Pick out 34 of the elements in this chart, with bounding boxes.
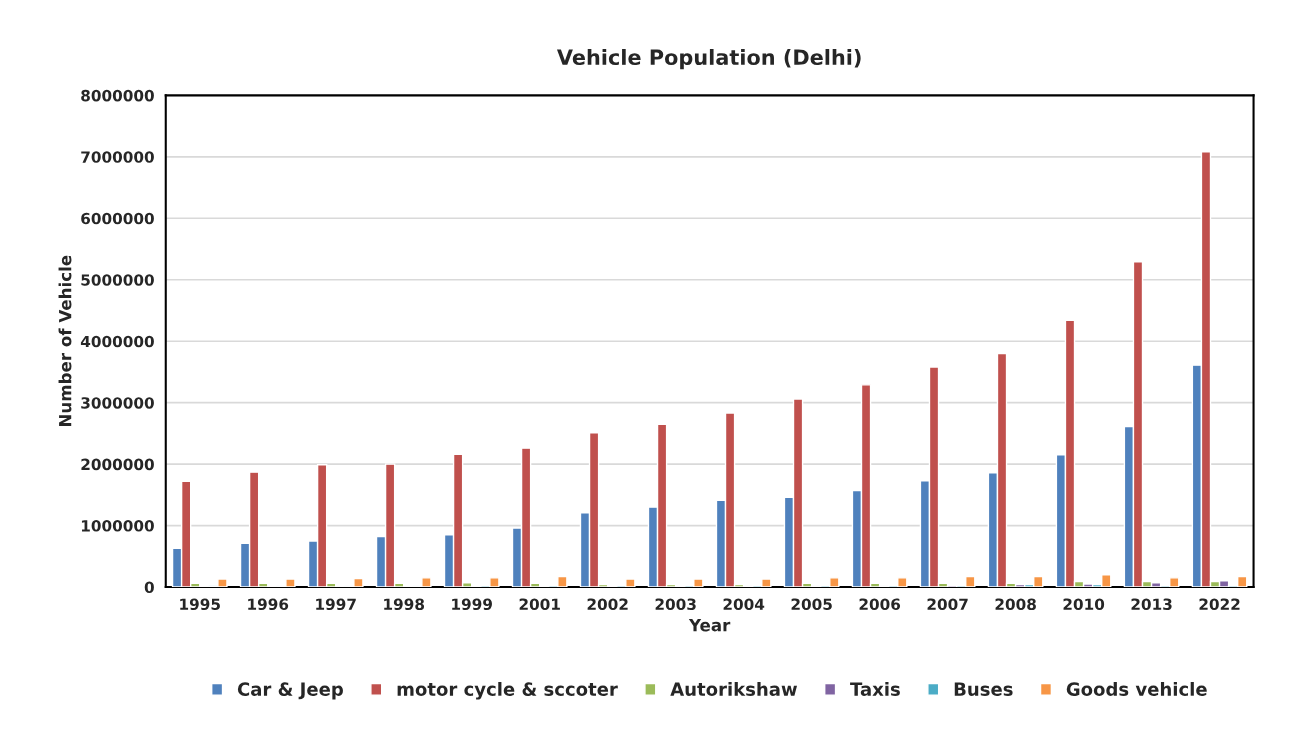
x-tick-label: 1996 — [248, 598, 289, 610]
x-tick-label: 2001 — [519, 598, 560, 610]
y-tick-label: 4000000 — [80, 335, 154, 348]
legend-label: motor cycle & sccoter — [397, 681, 618, 700]
y-tick-label: 1000000 — [81, 520, 154, 532]
x-tick-label: 2003 — [655, 598, 696, 610]
x-tick-label: 2004 — [723, 598, 765, 610]
x-tick-label: 1997 — [316, 598, 356, 610]
y-tick-label: 5000000 — [81, 274, 154, 286]
x-tick-label: 1995 — [180, 598, 220, 610]
legend-label: Goods vehicle — [1066, 681, 1207, 696]
chart-title: Vehicle Population (Delhi) — [556, 48, 861, 70]
y-tick-label: 6000000 — [81, 212, 154, 225]
legend-label: Buses — [954, 682, 1013, 696]
x-tick-label: 2007 — [927, 598, 968, 610]
x-tick-label: 2013 — [1131, 598, 1172, 610]
legend-label: Taxis — [850, 681, 900, 696]
x-tick-label: 2010 — [1063, 598, 1105, 610]
y-tick-label: 2000000 — [81, 458, 154, 471]
y-axis-title: Number of Vehicle — [58, 255, 72, 427]
y-tick-label: 8000000 — [81, 89, 154, 102]
y-tick-label: 0 — [144, 581, 154, 594]
legend-label: Autorikshaw — [670, 681, 798, 696]
legend-label: Car & Jeep — [237, 682, 343, 700]
x-tick-label: 1998 — [384, 598, 425, 610]
x-tick-label: 2005 — [791, 598, 832, 610]
y-tick-label: 7000000 — [81, 151, 154, 163]
x-tick-label: 2022 — [1199, 598, 1240, 610]
x-tick-label: 2006 — [859, 598, 901, 610]
x-tick-label: 1999 — [452, 598, 492, 610]
x-axis-title: Year — [688, 619, 731, 632]
x-tick-label: 2008 — [995, 598, 1036, 610]
x-tick-label: 2002 — [587, 598, 628, 610]
y-tick-label: 3000000 — [81, 397, 154, 409]
